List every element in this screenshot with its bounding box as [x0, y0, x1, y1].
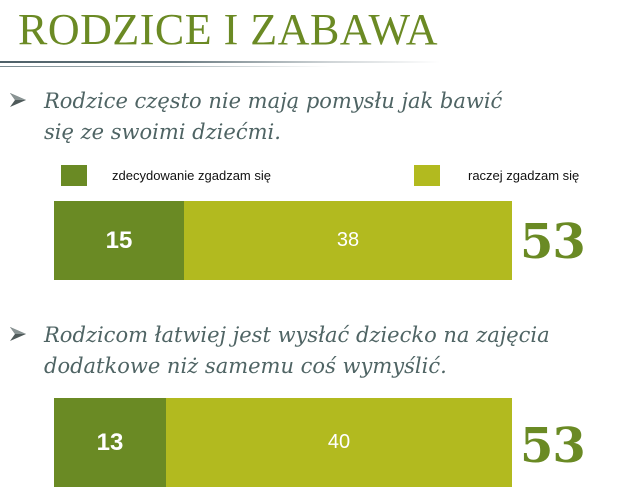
total-question-2: 53	[520, 418, 586, 474]
legend-swatch-strongly-agree	[61, 165, 87, 186]
bar-segment-rather-agree: 40	[166, 398, 512, 487]
question-2: Rodzicom łatwiej jest wysłać dziecko na …	[10, 320, 610, 382]
question-2-line-2: dodatkowe niż samemu coś wymyślić.	[44, 354, 447, 378]
value-strongly-agree: 13	[96, 428, 124, 456]
page-title: RODZICE I ZABAWA	[18, 5, 438, 54]
arrow-bullet-icon	[10, 93, 26, 107]
bar-question-2: 13 40	[54, 398, 512, 487]
bar-question-1: 15 38	[54, 201, 512, 280]
question-1-line-1: Rodzice często nie mają pomysłu jak bawi…	[44, 89, 503, 113]
legend-item-strongly-agree: zdecydowanie zgadzam się	[61, 165, 271, 186]
value-strongly-agree: 15	[105, 226, 133, 254]
question-2-line-1: Rodzicom łatwiej jest wysłać dziecko na …	[44, 323, 550, 347]
legend-swatch-rather-agree	[414, 165, 440, 186]
question-1: Rodzice często nie mają pomysłu jak bawi…	[10, 86, 610, 148]
bar-segment-strongly-agree: 15	[54, 201, 184, 280]
question-1-line-2: się ze swoimi dziećmi.	[44, 120, 281, 144]
legend-item-rather-agree: raczej zgadzam się	[414, 165, 579, 186]
title-divider-secondary	[0, 66, 330, 67]
title-divider	[0, 61, 440, 63]
legend-label-strongly-agree: zdecydowanie zgadzam się	[112, 168, 271, 183]
value-rather-agree: 40	[327, 431, 351, 453]
total-question-1: 53	[520, 214, 586, 270]
arrow-bullet-icon	[10, 327, 26, 341]
bar-segment-rather-agree: 38	[184, 201, 512, 280]
legend-label-rather-agree: raczej zgadzam się	[468, 168, 580, 183]
bar-segment-strongly-agree: 13	[54, 398, 166, 487]
value-rather-agree: 38	[336, 229, 360, 251]
